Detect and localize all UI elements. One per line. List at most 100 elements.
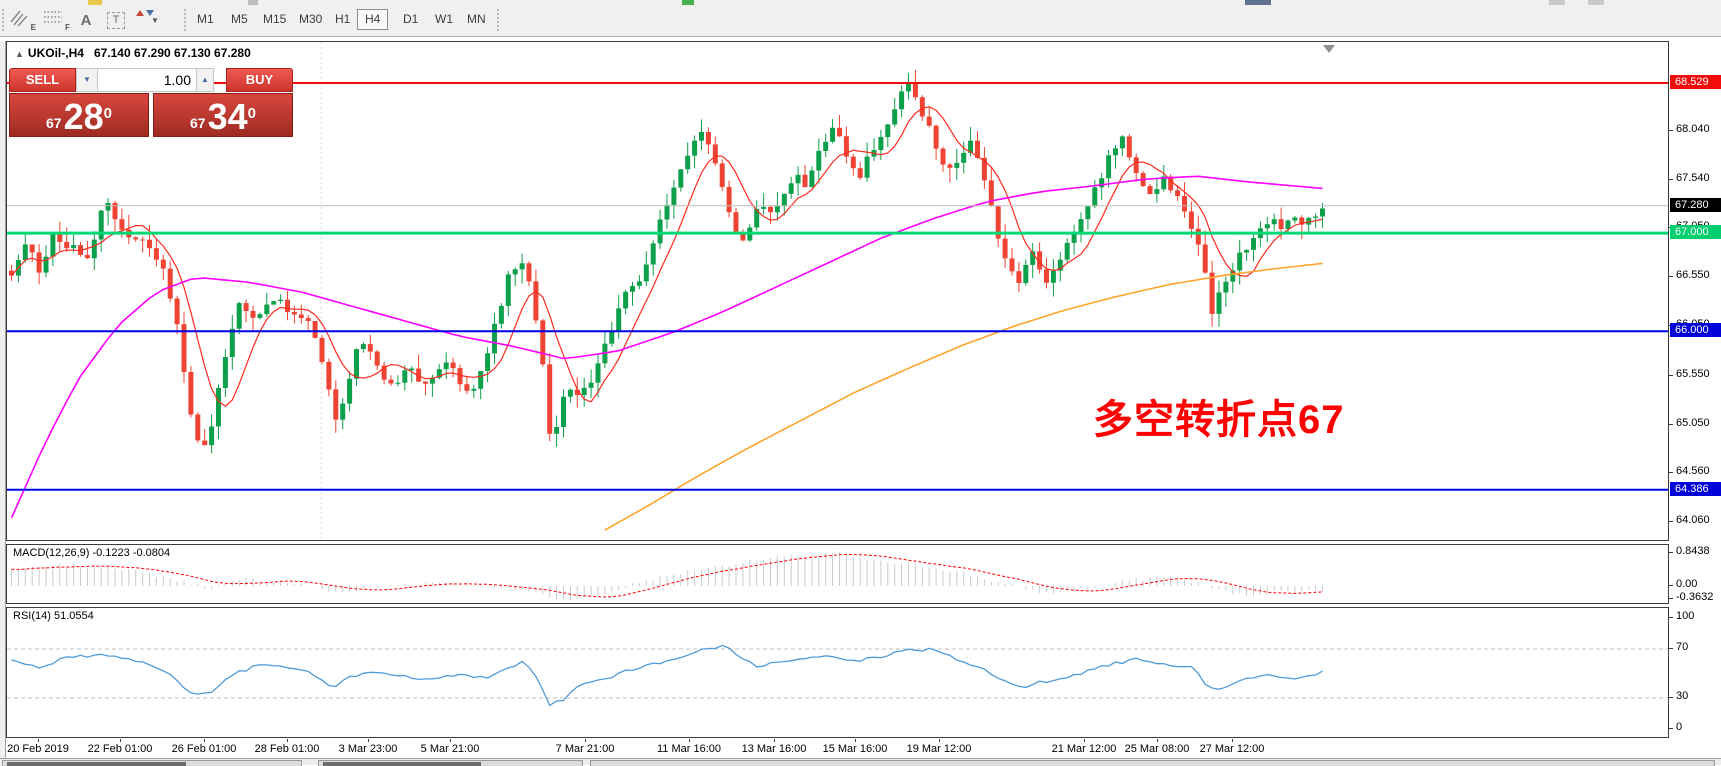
axis-tick	[1669, 179, 1673, 180]
volume-input[interactable]	[98, 68, 196, 92]
timeframe-button-M30[interactable]: M30	[299, 12, 323, 26]
macd-indicator-pane[interactable]: MACD(12,26,9) -0.1223 -0.0804	[6, 544, 1669, 604]
axis-tick	[1669, 598, 1673, 599]
axis-price-badge: 67.280	[1670, 198, 1721, 212]
chart-ohlc-values: 67.140 67.290 67.130 67.280	[93, 46, 251, 60]
timeframe-button-H1[interactable]: H1	[335, 12, 351, 26]
time-axis-tick	[204, 739, 205, 742]
time-axis-tick	[450, 739, 451, 742]
chart-shift-marker-icon[interactable]	[1323, 45, 1335, 53]
chevron-down-icon: ▼	[151, 15, 159, 25]
sell-price-decimals: 28	[63, 96, 104, 137]
timeframe-button-D1[interactable]: D1	[403, 12, 419, 26]
text-label-tool-button[interactable]: A	[74, 8, 98, 32]
axis-price-label: 30	[1676, 690, 1689, 702]
axis-tick	[1669, 728, 1673, 729]
axis-price-label: 65.050	[1676, 417, 1710, 429]
window-left-edge	[0, 41, 6, 758]
fibonacci-tool-sub-label: F	[65, 23, 70, 32]
buy-button[interactable]: BUY	[226, 68, 293, 92]
clipped-toolbar-icon	[1245, 0, 1271, 5]
time-axis-label: 20 Feb 2019	[7, 743, 69, 755]
time-axis-label: 5 Mar 21:00	[420, 743, 480, 755]
time-axis-label: 26 Feb 01:00	[171, 743, 237, 755]
collapse-trade-panel-icon[interactable]: ▲	[15, 49, 24, 59]
buy-price-pipette: 0	[247, 105, 256, 122]
time-axis-label: 7 Mar 21:00	[555, 743, 615, 755]
axis-price-label: 0.8438	[1676, 545, 1710, 557]
axis-tick	[1669, 375, 1673, 376]
time-axis-tick	[287, 739, 288, 742]
axis-tick	[1669, 697, 1673, 698]
time-axis-tick	[585, 739, 586, 742]
fibonacci-tool-icon	[44, 11, 62, 23]
toolbar-gripper[interactable]	[184, 9, 189, 31]
timeframe-button-H4[interactable]: H4	[357, 9, 389, 30]
sell-price-integer: 67	[46, 115, 62, 131]
time-axis-tick	[120, 739, 121, 742]
chart-tab[interactable]	[590, 760, 1715, 766]
volume-increase-button[interactable]: ▲	[196, 68, 214, 92]
text-label-tool-icon: A	[80, 11, 92, 29]
fibonacci-tool-button[interactable]: F	[42, 8, 70, 32]
axis-price-badge: 64.386	[1670, 482, 1721, 496]
axis-price-label: -0.3632	[1676, 591, 1714, 603]
axis-tick	[1669, 472, 1673, 473]
axis-tick	[1669, 648, 1673, 649]
arrows-tool-button[interactable]: ▼	[134, 8, 174, 32]
axis-tick	[1669, 276, 1673, 277]
axis-price-label: 65.550	[1676, 368, 1710, 380]
buy-price-panel[interactable]: 67 34 0	[153, 93, 293, 137]
toolbar: E F A T ▼ M1 M5 M15 M30 H1 H4 D1 W1 MN	[0, 0, 1721, 37]
one-click-trading-widget: SELL ▼ ▲ BUY 67 28 0 67 34 0	[9, 60, 297, 138]
price-chart-pane[interactable]: ▲ UKOil-,H4 67.140 67.290 67.130 67.280 SE…	[6, 41, 1669, 541]
chart-symbol: UKOil-,H4	[27, 46, 84, 60]
time-axis-label: 11 Mar 16:00	[656, 743, 721, 755]
chart-tab[interactable]	[2, 760, 302, 766]
time-axis-label: 22 Feb 01:00	[87, 743, 153, 755]
macd-canvas[interactable]	[7, 545, 1668, 603]
channel-tool-button[interactable]: E	[8, 8, 36, 32]
time-axis-tick	[774, 739, 775, 742]
rsi-indicator-pane[interactable]: RSI(14) 51.0554	[6, 607, 1669, 738]
time-axis-tick	[1157, 739, 1158, 742]
chart-tab-content	[7, 762, 186, 766]
clipped-toolbar-icon	[1588, 0, 1604, 5]
arrows-tool-icon	[136, 10, 154, 16]
timeframe-button-M1[interactable]: M1	[197, 12, 214, 26]
macd-label: MACD(12,26,9) -0.1223 -0.0804	[13, 547, 171, 559]
sell-button[interactable]: SELL	[9, 68, 76, 92]
clipped-toolbar-icon	[88, 0, 102, 5]
axis-price-label: 66.550	[1676, 269, 1710, 281]
timeframe-button-M15[interactable]: M15	[263, 12, 287, 26]
axis-price-label: 64.560	[1676, 465, 1710, 477]
time-axis-label: 28 Feb 01:00	[254, 743, 320, 755]
axis-tick	[1669, 552, 1673, 553]
rsi-label: RSI(14) 51.0554	[13, 610, 94, 622]
timeframe-button-MN[interactable]: MN	[467, 12, 486, 26]
text-box-tool-icon: T	[107, 11, 125, 29]
rsi-canvas[interactable]	[7, 608, 1668, 737]
time-axis-tick	[689, 739, 690, 742]
chart-tab[interactable]	[318, 760, 583, 766]
time-axis-label: 13 Mar 16:00	[741, 743, 807, 755]
chart-tabs-strip	[0, 758, 1721, 766]
toolbar-gripper[interactable]	[2, 9, 7, 31]
timeframe-button-M5[interactable]: M5	[231, 12, 248, 26]
toolbar-gripper[interactable]	[497, 9, 502, 31]
time-axis-tick	[38, 739, 39, 742]
axis-price-label: 64.060	[1676, 514, 1710, 526]
time-axis-label: 15 Mar 16:00	[822, 743, 888, 755]
volume-decrease-button[interactable]: ▼	[76, 68, 98, 92]
chart-tab-content	[323, 762, 481, 766]
axis-price-badge: 67.000	[1670, 225, 1721, 239]
time-axis-label: 25 Mar 08:00	[1124, 743, 1190, 755]
channel-tool-sub-label: E	[30, 23, 36, 32]
axis-tick	[1669, 617, 1673, 618]
text-box-tool-button[interactable]: T	[102, 8, 130, 32]
axis-tick	[1669, 521, 1673, 522]
price-chart-canvas[interactable]	[7, 42, 1668, 540]
time-axis-tick	[939, 739, 940, 742]
timeframe-button-W1[interactable]: W1	[435, 12, 453, 26]
sell-price-panel[interactable]: 67 28 0	[9, 93, 149, 137]
